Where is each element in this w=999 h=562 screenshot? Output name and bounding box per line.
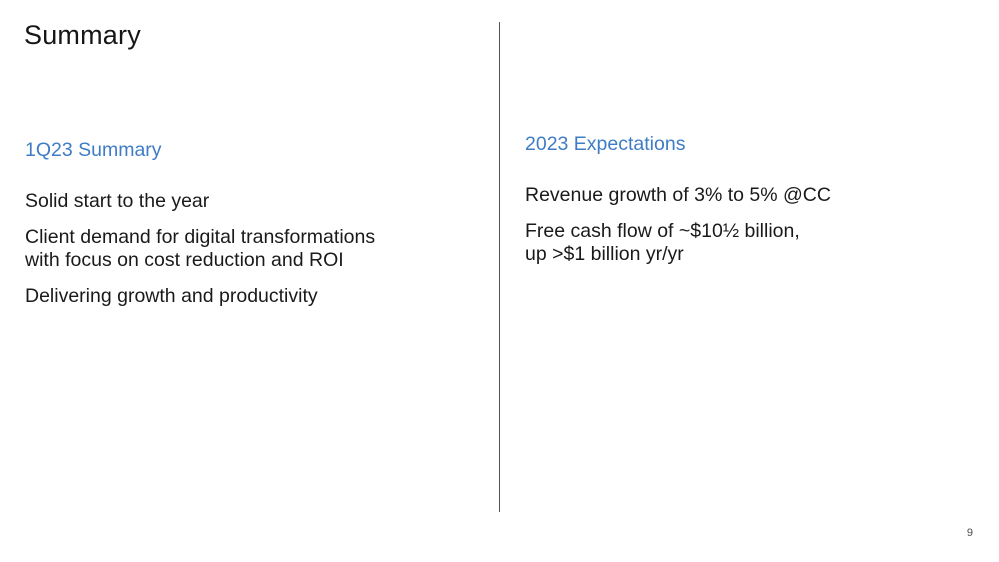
left-column: 1Q23 Summary Solid start to the year Cli… [25, 138, 475, 321]
left-item-3: Delivering growth and productivity [25, 285, 318, 307]
left-item-2: Client demand for digital transformation… [25, 226, 376, 271]
column-divider [499, 22, 500, 512]
left-item-1: Solid start to the year [25, 190, 210, 212]
right-column-heading: 2023 Expectations [525, 133, 686, 155]
right-column: 2023 Expectations Revenue growth of 3% t… [525, 132, 975, 279]
left-column-heading: 1Q23 Summary [25, 139, 162, 161]
slide-title: Summary [24, 20, 141, 50]
page-number: 9 [966, 527, 973, 539]
right-item-2: Free cash flow of ~$10½ billion, up >$1 … [525, 220, 800, 265]
right-item-1: Revenue growth of 3% to 5% @CC [525, 184, 831, 206]
